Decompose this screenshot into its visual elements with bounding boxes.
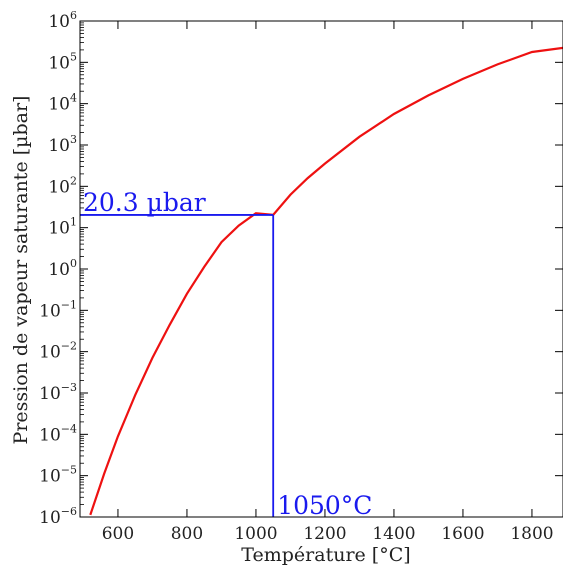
y-axis-label: Pression de vapeur saturante [µbar] (10, 96, 32, 445)
x-tick-label: 1400 (372, 524, 415, 544)
y-tick-label: 102 (48, 174, 77, 197)
x-axis-ticks: 600 800 1000 1200 1400 1600 1800 (102, 21, 554, 544)
x-tick-label: 600 (102, 524, 134, 544)
x-axis-label: Température [°C] (241, 544, 410, 566)
series-layer (89, 46, 563, 516)
y-tick-label: 10−6 (39, 505, 77, 528)
x-tick-label: 1600 (441, 524, 484, 544)
x-tick-label: 1200 (303, 524, 346, 544)
plot-frame (79, 20, 563, 518)
x-tick-label: 1800 (510, 524, 553, 544)
x-tick-label: 800 (171, 524, 203, 544)
marker-x-label: 1050°C (277, 491, 372, 520)
x-tick-label: 1000 (234, 524, 277, 544)
y-axis-ticks: 10−6 10−5 10−4 10−3 10−2 10−1 100 101 102 103 104 1… (39, 9, 563, 528)
y-tick-label: 10−5 (39, 464, 77, 487)
y-tick-label: 101 (48, 216, 77, 239)
y-tick-label: 10−3 (39, 381, 77, 404)
y-tick-label: 10−2 (39, 340, 77, 363)
y-tick-label: 104 (48, 92, 77, 115)
y-tick-label: 100 (48, 257, 77, 280)
y-tick-label: 106 (48, 9, 77, 32)
marker-layer: 20.3 µbar 1050°C (80, 188, 372, 520)
y-tick-label: 105 (48, 50, 77, 73)
marker-y-label: 20.3 µbar (83, 188, 206, 217)
y-tick-label: 10−1 (39, 298, 77, 321)
y-tick-label: 10−4 (39, 422, 77, 445)
y-tick-label: 103 (48, 133, 77, 156)
series-line (89, 46, 563, 516)
